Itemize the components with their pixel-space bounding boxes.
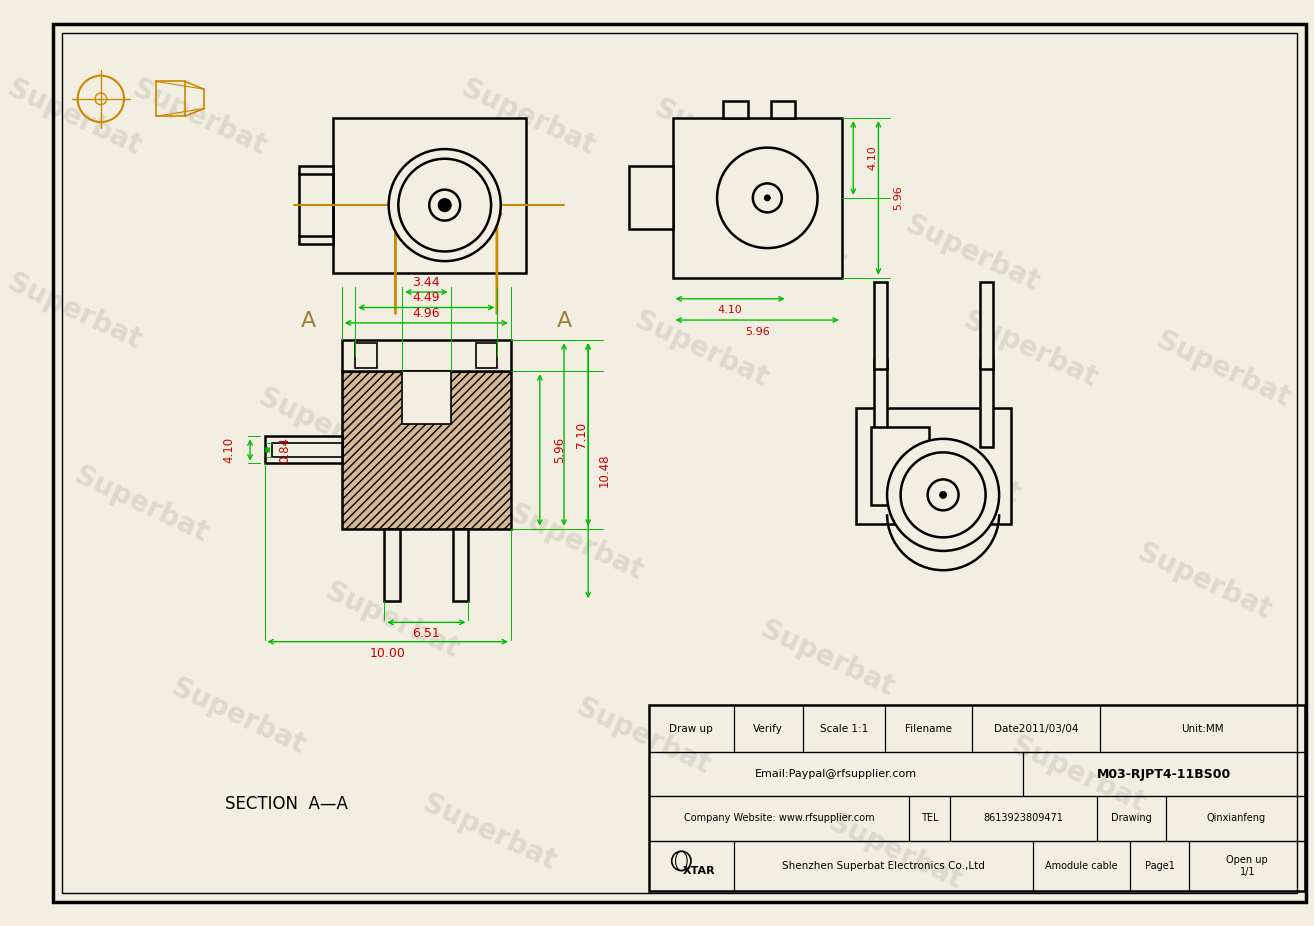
Bar	[629, 167, 673, 230]
Circle shape	[940, 492, 946, 498]
Text: Superbat: Superbat	[254, 384, 397, 470]
Text: Superbat: Superbat	[418, 790, 560, 876]
Text: SECTION  A—A: SECTION A—A	[225, 795, 348, 813]
Text: Superbat: Superbat	[505, 500, 648, 586]
Text: 4.96: 4.96	[413, 307, 440, 319]
Text: Superbat: Superbat	[1133, 539, 1275, 625]
Text: M03-RJPT4-11BS00: M03-RJPT4-11BS00	[1097, 768, 1231, 781]
Bar	[771, 101, 795, 119]
Circle shape	[765, 195, 770, 201]
Bar	[264, 436, 342, 464]
Text: Superbat: Superbat	[3, 75, 145, 161]
Bar	[980, 359, 993, 446]
Text: Superbat: Superbat	[129, 75, 271, 161]
Text: 8613923809471: 8613923809471	[983, 813, 1063, 823]
Circle shape	[389, 149, 501, 261]
Text: Company Website: www.rfsupplier.com: Company Website: www.rfsupplier.com	[683, 813, 874, 823]
Bar	[355, 344, 377, 369]
Circle shape	[887, 439, 999, 551]
Circle shape	[430, 190, 460, 220]
Text: Amodule cable: Amodule cable	[1045, 861, 1117, 870]
Text: A: A	[557, 311, 572, 331]
Text: Superbat: Superbat	[456, 75, 599, 161]
Text: Drawing: Drawing	[1112, 813, 1152, 823]
Text: 10.48: 10.48	[598, 454, 611, 487]
Bar	[857, 408, 1010, 524]
Text: Superbat: Superbat	[380, 191, 522, 277]
Text: Scale 1:1: Scale 1:1	[820, 723, 869, 733]
Text: Superbat: Superbat	[631, 307, 773, 394]
Bar	[724, 101, 748, 119]
Bar	[874, 359, 887, 446]
Bar	[476, 344, 498, 369]
Bar	[453, 529, 468, 601]
Bar	[874, 282, 887, 369]
Text: 10.00: 10.00	[369, 646, 406, 660]
Circle shape	[900, 453, 986, 537]
Text: Shenzhen Superbat Electronics Co.,Ltd: Shenzhen Superbat Electronics Co.,Ltd	[782, 861, 984, 870]
Bar	[673, 119, 842, 278]
Text: Superbat: Superbat	[708, 191, 850, 277]
Text: 4.10: 4.10	[222, 437, 235, 463]
Text: Superbat: Superbat	[756, 616, 899, 702]
Text: Superbat: Superbat	[167, 674, 309, 760]
Text: Superbat: Superbat	[322, 577, 464, 664]
Bar	[980, 282, 993, 369]
Text: Filename: Filename	[905, 723, 953, 733]
Circle shape	[753, 183, 782, 212]
Bar	[871, 427, 929, 505]
Text: Superbat: Superbat	[901, 210, 1043, 296]
Polygon shape	[342, 371, 511, 529]
Text: Superbat: Superbat	[824, 809, 966, 895]
Bar	[649, 706, 1305, 891]
Bar	[298, 167, 332, 244]
Text: Date2011/03/04: Date2011/03/04	[993, 723, 1077, 733]
Bar	[342, 341, 511, 371]
Text: Page1: Page1	[1144, 861, 1175, 870]
Text: Superbat: Superbat	[649, 94, 792, 181]
Text: Superbat: Superbat	[573, 694, 715, 780]
Text: A: A	[301, 311, 317, 331]
Text: 5.96: 5.96	[892, 185, 903, 210]
Text: 0.84: 0.84	[279, 437, 292, 463]
Text: Open up
1/1: Open up 1/1	[1226, 855, 1268, 877]
Text: Superbat: Superbat	[1152, 326, 1294, 412]
Text: 4.49: 4.49	[413, 292, 440, 305]
Text: Unit:MM: Unit:MM	[1181, 723, 1223, 733]
Text: Superbat: Superbat	[3, 269, 145, 355]
Text: Superbat: Superbat	[70, 461, 213, 547]
Circle shape	[398, 158, 491, 252]
Text: 4.10: 4.10	[867, 145, 878, 170]
Text: Superbat: Superbat	[959, 307, 1101, 394]
Bar	[402, 371, 451, 424]
Text: Verify: Verify	[753, 723, 783, 733]
Circle shape	[439, 199, 451, 211]
Text: 5.96: 5.96	[745, 327, 770, 337]
Text: Draw up: Draw up	[669, 723, 714, 733]
Bar	[332, 119, 526, 273]
Text: XTAR: XTAR	[682, 866, 715, 876]
Circle shape	[928, 480, 958, 510]
Text: Superbat: Superbat	[1007, 732, 1150, 818]
Text: Email:Paypal@rfsupplier.com: Email:Paypal@rfsupplier.com	[754, 769, 917, 779]
Text: 6.51: 6.51	[413, 628, 440, 641]
Text: 4.10: 4.10	[717, 306, 742, 316]
Text: TEL: TEL	[921, 813, 938, 823]
Text: 5.96: 5.96	[553, 437, 565, 463]
Circle shape	[717, 147, 817, 248]
Bar	[272, 444, 342, 457]
Bar	[385, 529, 399, 601]
Text: Qinxianfeng: Qinxianfeng	[1206, 813, 1265, 823]
Text: 3.44: 3.44	[413, 276, 440, 289]
Text: Superbat: Superbat	[882, 423, 1024, 509]
Text: 7.10: 7.10	[576, 421, 587, 447]
